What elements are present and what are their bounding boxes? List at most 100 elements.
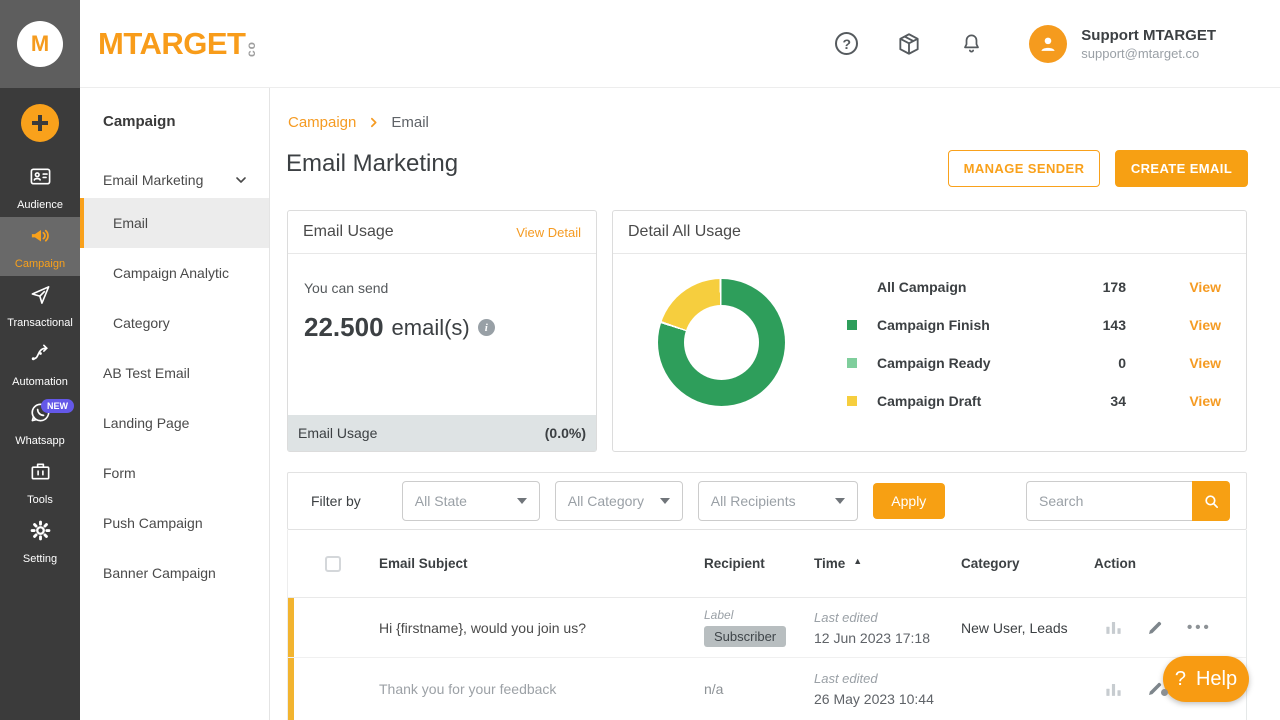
- donut-legend: All Campaign 178 View Campaign Finish 14…: [847, 268, 1221, 420]
- email-subject-link[interactable]: Thank you for your feedback: [379, 681, 557, 697]
- logo-text: MTARGET: [98, 25, 246, 61]
- gear-icon: [29, 519, 52, 547]
- legend-swatch: [847, 320, 857, 330]
- search-button[interactable]: [1192, 481, 1230, 521]
- usage-lead: You can send: [304, 280, 389, 296]
- header-recipient: Recipient: [704, 556, 765, 571]
- view-detail-link[interactable]: View Detail: [516, 224, 581, 240]
- bell-icon[interactable]: [960, 32, 983, 55]
- detail-usage-card: Detail All Usage All Campaign 178 View C…: [612, 210, 1247, 452]
- view-link[interactable]: View: [1189, 279, 1221, 295]
- sidebar-item-label: Audience: [17, 198, 63, 211]
- donut-chart: [658, 279, 785, 406]
- email-quota: 22.500: [304, 312, 384, 342]
- chevron-right-icon: [367, 116, 380, 129]
- sidebar-item-setting[interactable]: Setting: [0, 512, 80, 571]
- usage-percentage: (0.0%): [544, 425, 586, 441]
- sidebar-item-campaign[interactable]: Campaign: [0, 217, 80, 276]
- category-value: New User, Leads: [961, 619, 1068, 636]
- submenu-item-category[interactable]: Category: [113, 315, 170, 331]
- caret-down-icon: [834, 498, 845, 504]
- select-all-checkbox[interactable]: [325, 555, 341, 572]
- main-sidebar: Audience Campaign Transactional: [0, 88, 80, 720]
- time-label: Last edited: [814, 609, 878, 625]
- submenu-item-ab-test-email[interactable]: AB Test Email: [103, 365, 190, 381]
- submenu-item-campaign-analytic[interactable]: Campaign Analytic: [113, 265, 229, 281]
- submenu-item-form[interactable]: Form: [103, 465, 136, 481]
- info-icon[interactable]: i: [477, 319, 495, 336]
- sidebar-item-label: Automation: [12, 375, 68, 388]
- view-link[interactable]: View: [1189, 393, 1221, 409]
- gift-box-icon[interactable]: [896, 31, 922, 57]
- email-subject-link[interactable]: Hi {firstname}, would you join us?: [379, 619, 586, 636]
- recipient-value: n/a: [704, 681, 724, 697]
- detail-usage-title: Detail All Usage: [628, 223, 741, 240]
- submenu-item-banner-campaign[interactable]: Banner Campaign: [103, 565, 216, 581]
- create-new-button[interactable]: [21, 104, 59, 142]
- sidebar-item-label: Transactional: [7, 316, 73, 329]
- legend-value: 34: [1110, 393, 1126, 409]
- edit-pencil-icon[interactable]: [1146, 619, 1164, 637]
- page-title: Email Marketing: [286, 150, 459, 177]
- brand-avatar: M: [17, 21, 63, 67]
- apply-button[interactable]: Apply: [872, 483, 945, 519]
- legend-label: Campaign Draft: [877, 393, 982, 409]
- recipients-dropdown[interactable]: All Recipients: [697, 481, 858, 521]
- recipient-badge: Subscriber: [704, 626, 787, 647]
- state-dropdown[interactable]: All State: [401, 481, 540, 521]
- submenu-group-email-marketing[interactable]: Email Marketing: [80, 162, 269, 198]
- submenu-item-push-campaign[interactable]: Push Campaign: [103, 515, 203, 531]
- submenu-item-landing-page[interactable]: Landing Page: [103, 415, 190, 431]
- campaign-submenu: Campaign Email Marketing Email Campaign …: [80, 88, 270, 720]
- user-avatar: [1029, 24, 1068, 63]
- help-button[interactable]: ? Help: [1161, 656, 1249, 702]
- mtarget-logo[interactable]: MTARGET co: [98, 26, 259, 62]
- sidebar-item-whatsapp[interactable]: NEW Whatsapp: [0, 394, 80, 453]
- help-icon[interactable]: ?: [835, 32, 859, 55]
- sidebar-item-label: Tools: [27, 493, 53, 506]
- header-category: Category: [961, 556, 1020, 571]
- analytics-icon[interactable]: [1104, 680, 1123, 699]
- sidebar-item-audience[interactable]: Audience: [0, 158, 80, 217]
- caret-down-icon: [659, 498, 670, 504]
- time-value: 12 Jun 2023 17:18: [814, 629, 930, 646]
- category-dropdown[interactable]: All Category: [554, 481, 683, 521]
- submenu-title: Campaign: [103, 113, 176, 130]
- create-email-button[interactable]: CREATE EMAIL: [1115, 150, 1248, 187]
- view-link[interactable]: View: [1189, 355, 1221, 371]
- legend-row: All Campaign 178 View: [847, 268, 1221, 306]
- search-input[interactable]: [1026, 481, 1192, 521]
- help-question-icon: ?: [1174, 667, 1186, 690]
- submenu-item-email[interactable]: Email: [80, 198, 269, 248]
- header-time[interactable]: Time ▲: [814, 556, 863, 571]
- more-options-icon[interactable]: •••: [1187, 619, 1212, 636]
- sidebar-item-automation[interactable]: Automation: [0, 335, 80, 394]
- breadcrumb-email: Email: [391, 114, 429, 131]
- table-row: Hi {firstname}, would you join us? Label…: [288, 598, 1246, 658]
- legend-value: 178: [1102, 279, 1126, 295]
- breadcrumb-campaign[interactable]: Campaign: [288, 114, 357, 131]
- chevron-down-icon: [233, 172, 249, 188]
- filter-label: Filter by: [311, 493, 361, 509]
- sidebar-item-tools[interactable]: Tools: [0, 453, 80, 512]
- search-icon: [1203, 493, 1220, 510]
- sort-asc-icon: ▲: [853, 556, 863, 566]
- legend-swatch: [847, 396, 857, 406]
- sidebar-item-label: Setting: [22, 552, 58, 565]
- legend-value: 143: [1102, 317, 1126, 333]
- manage-sender-button[interactable]: MANAGE SENDER: [948, 150, 1100, 187]
- caret-down-icon: [516, 498, 527, 504]
- breadcrumb: Campaign Email: [288, 114, 429, 131]
- top-header: MTARGET co ? Support MTARGET: [80, 0, 1280, 88]
- profile-menu[interactable]: Support MTARGET support@mtarget.co: [1029, 24, 1216, 63]
- view-link[interactable]: View: [1189, 317, 1221, 333]
- category-dropdown-value: All Category: [567, 493, 645, 509]
- support-email: support@mtarget.co: [1081, 45, 1200, 61]
- usage-footer-label: Email Usage: [298, 425, 378, 441]
- legend-row: Campaign Draft 34 View: [847, 382, 1221, 420]
- sidebar-item-transactional[interactable]: Transactional: [0, 276, 80, 335]
- legend-value: 0: [1118, 355, 1126, 371]
- edit-pencil-icon[interactable]: [1146, 680, 1164, 698]
- brand-square: M: [0, 0, 80, 88]
- analytics-icon[interactable]: [1104, 618, 1123, 637]
